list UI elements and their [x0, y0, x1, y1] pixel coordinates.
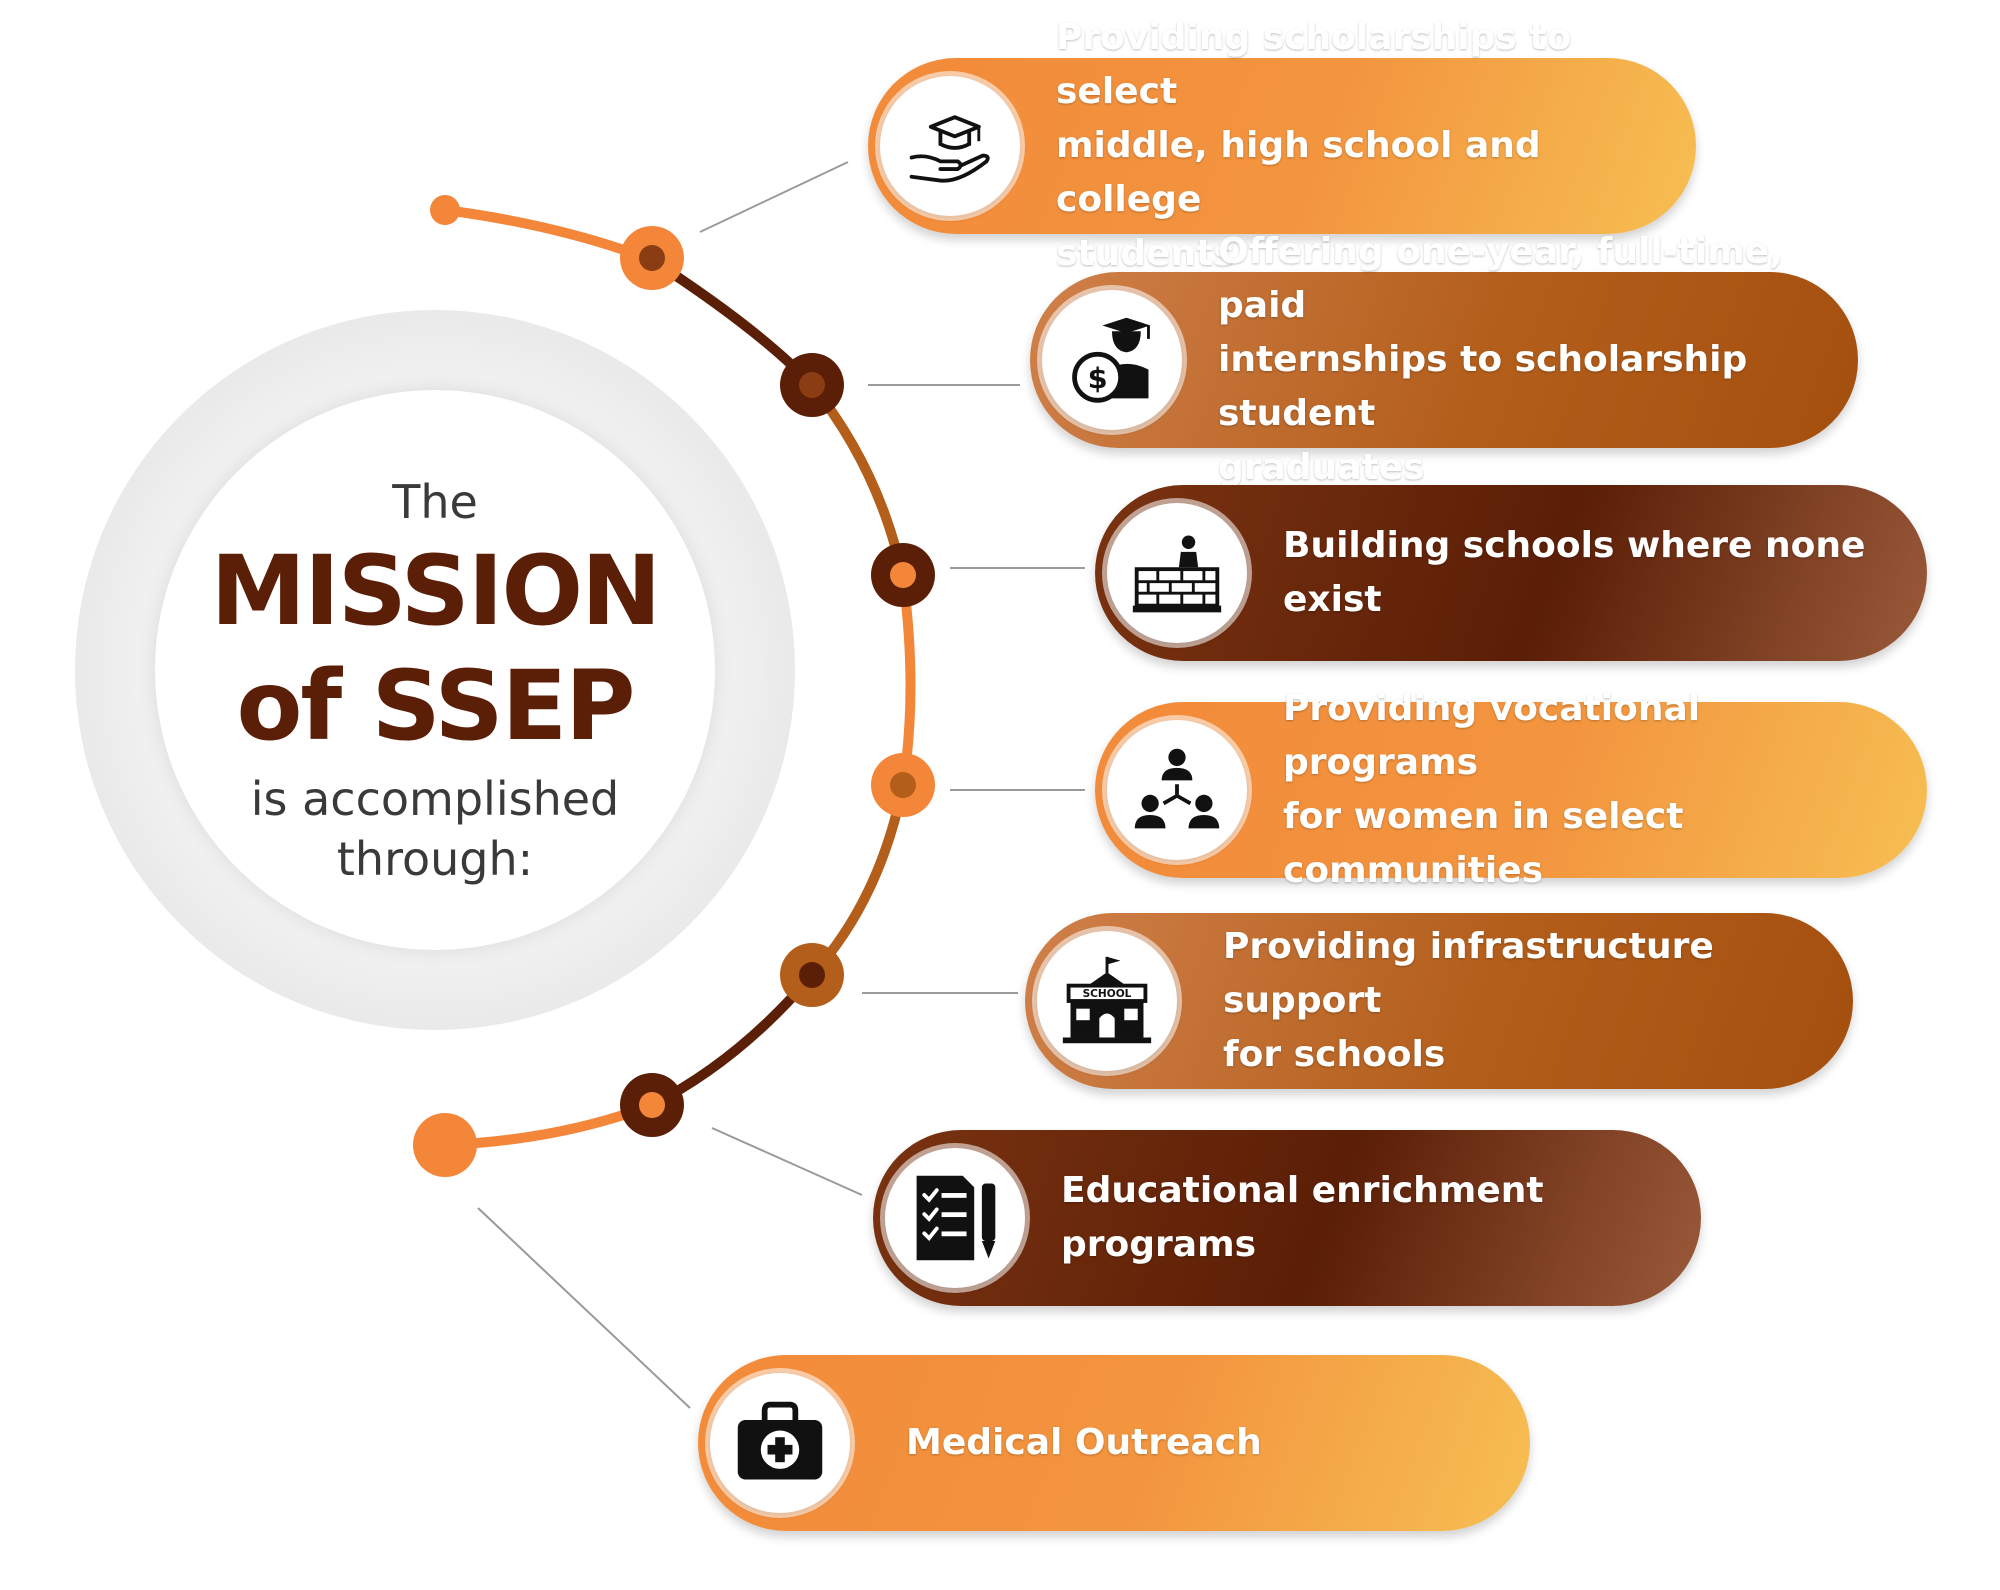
- svg-text:$: $: [1088, 361, 1108, 395]
- item-label: Building schools where none exist: [1283, 525, 1866, 620]
- graduate-dollar-icon: $: [1072, 317, 1151, 403]
- mission-item-scholarships: Providing scholarships to select middle,…: [868, 17, 1696, 274]
- icon-circle: [710, 1373, 850, 1513]
- item-label: Educational enrichment programs: [1061, 1170, 1544, 1265]
- item-label: Medical Outreach: [906, 1422, 1262, 1463]
- school-building-icon: SCHOOL: [1062, 956, 1152, 1044]
- svg-text:SCHOOL: SCHOOL: [1083, 988, 1132, 1000]
- item-label: Providing scholarships to select middle,…: [1056, 17, 1572, 274]
- arc-node-center: [890, 772, 916, 798]
- arc-node-center: [639, 1092, 665, 1118]
- center-title-mission: MISSION: [210, 535, 662, 647]
- center-disc: [155, 390, 715, 950]
- item-label: Offering one-year, full-time, paid inter…: [1218, 231, 1783, 488]
- brick-wall-builder-icon: [1132, 535, 1222, 613]
- item-label: Providing infrastructure support for sch…: [1223, 926, 1714, 1075]
- connector-line: [711, 1127, 863, 1196]
- item-label: Providing vocational programs for women …: [1283, 688, 1701, 891]
- icon-circle: [880, 76, 1020, 216]
- arc-start-dot: [430, 195, 460, 225]
- connector-line: [477, 1207, 691, 1409]
- mission-item-vocational: Providing vocational programs for women …: [1095, 688, 1927, 891]
- center-line-the: The: [392, 475, 478, 529]
- arc-end-dot: [413, 1113, 477, 1177]
- arc-node-center: [639, 245, 665, 271]
- graduation-cap-hand-icon: [909, 115, 990, 183]
- icon-circle: $: [1042, 290, 1182, 430]
- arc-node-center: [890, 562, 916, 588]
- connector-line: [699, 161, 849, 233]
- center-line-accomplished: is accomplished: [250, 772, 620, 826]
- center-line-through: through:: [336, 832, 534, 886]
- mission-item-medical: Medical Outreach: [698, 1355, 1530, 1531]
- mission-item-enrichment: Educational enrichment programs: [873, 1130, 1701, 1306]
- medical-kit-icon: [737, 1401, 823, 1480]
- icon-circle: SCHOOL: [1037, 931, 1177, 1071]
- checklist-pencil-icon: [916, 1175, 996, 1261]
- mission-item-internships: $ Offering one-year, full-time, paid int…: [1030, 231, 1858, 488]
- mission-item-building-schools: Building schools where none exist: [1095, 485, 1927, 661]
- arc-node-center: [799, 962, 825, 988]
- icon-circle: [1107, 720, 1247, 860]
- icon-circle: [1107, 503, 1247, 643]
- mission-item-infrastructure: SCHOOL Providing infrastructure support …: [1025, 913, 1853, 1089]
- icon-circle: [885, 1148, 1025, 1288]
- center-title-ssep: of SSEP: [236, 650, 635, 762]
- arc-node-center: [799, 372, 825, 398]
- people-network-icon: [1134, 748, 1220, 829]
